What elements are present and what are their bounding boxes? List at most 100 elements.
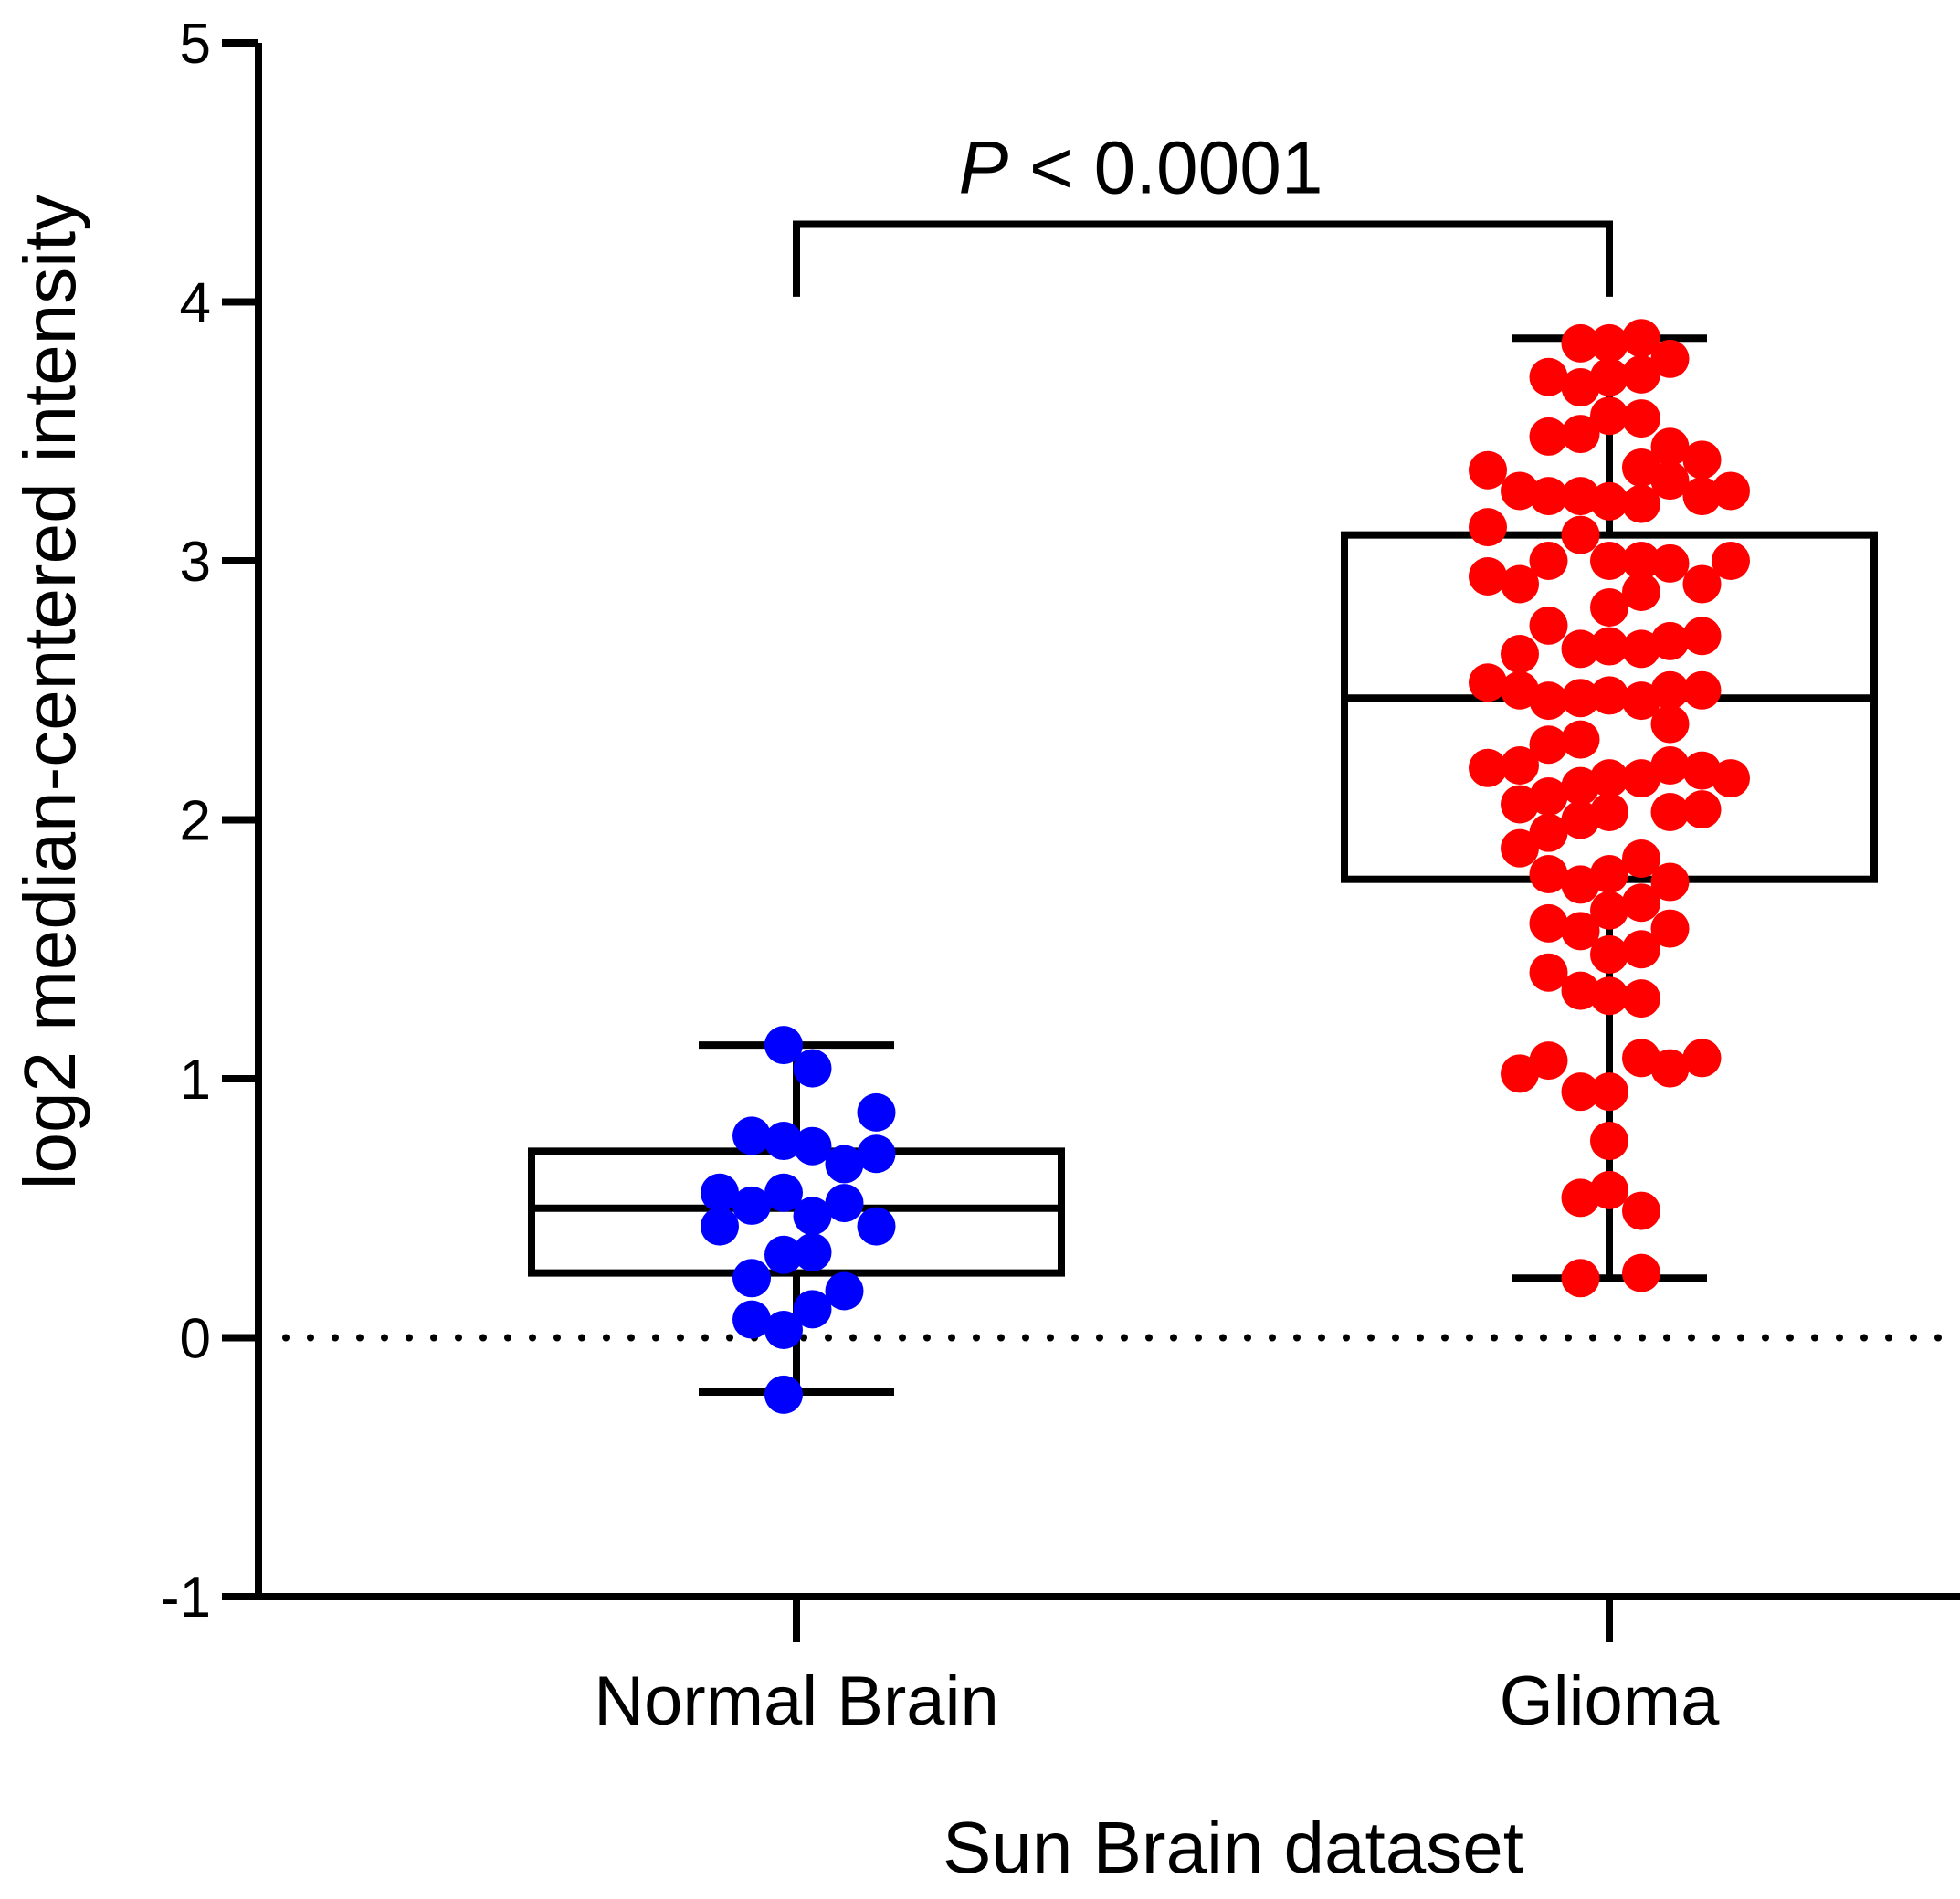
glioma-data-point	[1650, 909, 1690, 948]
glioma-data-point	[1561, 629, 1600, 669]
glioma-data-point	[1561, 865, 1600, 904]
glioma-data-point	[1682, 751, 1722, 790]
glioma-data-point	[1622, 1191, 1660, 1230]
glioma-data-point	[1501, 564, 1539, 604]
x-axis-title: Sun Brain dataset	[943, 1807, 1523, 1888]
glioma-data-point	[1529, 855, 1568, 894]
y-tick-label: 3	[180, 531, 211, 594]
glioma-data-point	[1590, 1170, 1628, 1209]
glioma-data-point	[1561, 323, 1600, 363]
glioma-data-point	[1501, 828, 1539, 868]
p-value-symbol: P	[959, 126, 1009, 209]
normal-brain-data-point	[764, 1122, 803, 1161]
glioma-data-point	[1590, 792, 1628, 831]
glioma-data-point	[1682, 790, 1722, 829]
normal-brain-data-point	[793, 1232, 832, 1271]
x-category-label: Normal Brain	[594, 1662, 998, 1740]
glioma-data-point	[1561, 800, 1600, 839]
glioma-data-point	[1682, 1039, 1722, 1078]
normal-brain-data-point	[793, 1049, 832, 1088]
glioma-data-point	[1650, 427, 1690, 467]
glioma-data-point	[1622, 448, 1660, 487]
glioma-data-point	[1590, 357, 1628, 396]
glioma-data-point	[1590, 323, 1628, 363]
normal-brain-data-point	[793, 1290, 832, 1329]
glioma-data-point	[1622, 1039, 1660, 1078]
x-category-label: Glioma	[1500, 1662, 1720, 1740]
glioma-data-point	[1622, 979, 1660, 1018]
glioma-data-point	[1622, 573, 1660, 612]
glioma-data-point	[1622, 759, 1660, 798]
glioma-data-point	[1682, 617, 1722, 656]
glioma-data-point	[1561, 477, 1600, 516]
glioma-data-point	[1529, 813, 1568, 852]
glioma-data-point	[1561, 415, 1600, 454]
glioma-data-point	[1561, 912, 1600, 951]
normal-brain-data-point	[857, 1207, 896, 1246]
glioma-data-point	[1590, 481, 1628, 521]
glioma-data-point	[1529, 725, 1568, 765]
y-tick-label: 0	[180, 1308, 211, 1371]
normal-brain-data-point	[857, 1092, 896, 1132]
glioma-data-point	[1469, 557, 1507, 596]
glioma-data-point	[1622, 681, 1660, 721]
normal-brain-data-point	[701, 1207, 739, 1246]
glioma-data-point	[1622, 319, 1660, 358]
normal-brain-data-point	[732, 1259, 771, 1298]
y-tick-label: 1	[180, 1049, 211, 1112]
glioma-data-point	[1590, 1072, 1628, 1112]
normal-brain-data-point	[825, 1271, 864, 1311]
normal-brain-data-point	[764, 1026, 803, 1065]
glioma-data-point	[1561, 679, 1600, 718]
glioma-data-point	[1590, 542, 1628, 580]
normal-brain-data-point	[764, 1375, 803, 1414]
glioma-data-point	[1590, 627, 1628, 666]
glioma-data-point	[1712, 542, 1750, 580]
glioma-data-point	[1501, 471, 1539, 511]
glioma-data-point	[1501, 635, 1539, 674]
glioma-data-point	[1682, 564, 1722, 604]
glioma-data-point	[1622, 930, 1660, 969]
p-value-annotation: P < 0.0001	[959, 126, 1323, 209]
glioma-data-point	[1622, 484, 1660, 523]
annotation-layer: P < 0.0001	[793, 126, 1613, 297]
glioma-data-point	[1469, 748, 1507, 787]
glioma-data-point	[1501, 670, 1539, 710]
glioma-data-point	[1650, 1049, 1690, 1088]
glioma-data-point	[1529, 903, 1568, 943]
normal-brain-data-point	[857, 1134, 896, 1174]
glioma-data-point	[1650, 543, 1690, 583]
glioma-data-point	[1712, 759, 1750, 798]
glioma-data-point	[1590, 855, 1628, 894]
glioma-data-point	[1469, 450, 1507, 490]
glioma-data-point	[1561, 766, 1600, 806]
glioma-data-point	[1682, 477, 1722, 516]
glioma-data-point	[1501, 745, 1539, 785]
glioma-data-point	[1650, 792, 1690, 831]
y-tick-label: -1	[161, 1567, 211, 1630]
glioma-data-point	[1561, 720, 1600, 759]
glioma-data-point	[1590, 1122, 1628, 1161]
normal-brain-data-point	[825, 1184, 864, 1223]
p-value-text: < 0.0001	[1008, 126, 1322, 209]
glioma-data-point	[1622, 1253, 1660, 1292]
glioma-data-point	[1622, 629, 1660, 669]
normal-brain-data-point	[732, 1186, 771, 1225]
glioma-data-point	[1529, 953, 1568, 992]
normal-brain-data-point	[732, 1116, 771, 1155]
glioma-data-point	[1561, 1178, 1600, 1218]
normal-brain-data-point	[825, 1145, 864, 1184]
glioma-data-point	[1650, 745, 1690, 785]
glioma-data-point	[1650, 862, 1690, 902]
glioma-data-point	[1529, 477, 1568, 516]
normal-brain-data-point	[764, 1235, 803, 1274]
y-tick-label: 4	[180, 272, 211, 335]
glioma-data-point	[1561, 1259, 1600, 1298]
glioma-data-point	[1590, 934, 1628, 974]
glioma-data-point	[1590, 891, 1628, 930]
glioma-data-point	[1529, 776, 1568, 816]
glioma-data-point	[1501, 785, 1539, 824]
glioma-data-point	[1650, 704, 1690, 744]
glioma-data-point	[1529, 417, 1568, 456]
